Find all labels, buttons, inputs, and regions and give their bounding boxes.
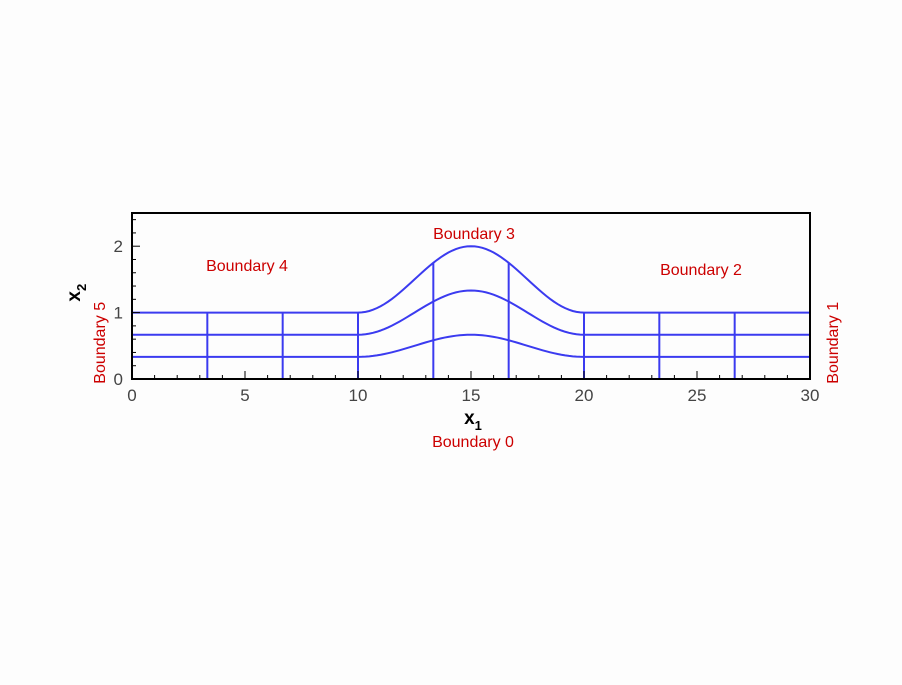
boundary-2-label: Boundary 2 bbox=[660, 262, 742, 279]
y-axis-label-sub: 2 bbox=[74, 284, 89, 291]
mesh-layer bbox=[132, 245, 810, 379]
x-tick-label: 30 bbox=[801, 386, 820, 405]
boundary-3-label: Boundary 3 bbox=[433, 226, 515, 243]
x-tick-label: 20 bbox=[575, 386, 594, 405]
x-axis-label-main: x bbox=[464, 408, 475, 429]
x-tick-label: 0 bbox=[127, 386, 136, 405]
boundary-5-label: Boundary 5 bbox=[92, 302, 109, 384]
mesh-curved-line bbox=[357, 245, 585, 314]
y-tick-label: 2 bbox=[114, 237, 123, 256]
boundary-0-label: Boundary 0 bbox=[432, 434, 514, 451]
y-tick-label: 1 bbox=[114, 304, 123, 323]
y-axis-label-main: x bbox=[64, 291, 85, 302]
x-tick-label: 10 bbox=[349, 386, 368, 405]
x-tick-label: 15 bbox=[462, 386, 481, 405]
x-tick-label: 25 bbox=[688, 386, 707, 405]
boundary-4-label: Boundary 4 bbox=[206, 258, 288, 275]
boundary-1-label: Boundary 1 bbox=[825, 302, 842, 384]
x-axis-label: x1 bbox=[464, 408, 482, 433]
x-tick-label: 5 bbox=[240, 386, 249, 405]
ticks bbox=[131, 219, 811, 380]
x-axis-label-sub: 1 bbox=[475, 418, 482, 433]
mesh-curved-line bbox=[357, 289, 585, 336]
y-axis-label: x2 bbox=[64, 284, 89, 302]
mesh-curved-line bbox=[357, 333, 585, 358]
y-tick-label: 0 bbox=[114, 370, 123, 389]
